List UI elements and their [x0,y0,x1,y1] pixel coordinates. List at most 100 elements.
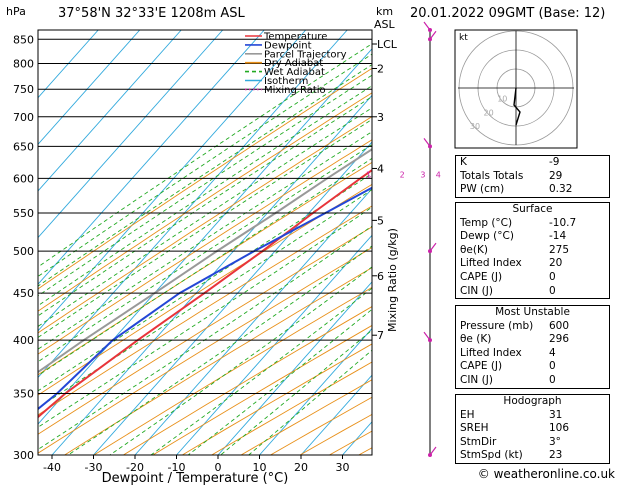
isotherm-line [38,30,182,192]
wind-barb [429,446,437,456]
surface-label: Temp (°C) [460,216,513,229]
wind-barb [429,242,437,252]
wind-barb [423,21,431,31]
hodograph-ring-label: 10 [497,95,507,104]
wet-adiabat-line [38,157,372,377]
index-label: K [460,156,467,168]
surface-label: θe(K) [460,243,488,256]
hodograph-label: SREH [460,422,489,435]
km-tick-label: 4 [377,162,384,175]
km-tick-label: 3 [377,111,384,124]
surface-value: 0 [549,270,556,283]
hodograph-trace [513,87,521,126]
mixing-ratio-tick-label: 1 [366,170,371,179]
surface-value: 275 [549,243,570,256]
wet-adiabat-line [38,43,372,268]
index-value: 0.32 [549,183,573,196]
legend-label: Wet Adiabat [264,67,325,78]
km-tick-label: 6 [377,270,384,283]
pressure-tick-label: 700 [13,111,34,124]
hodograph-label: StmSpd (kt) [460,449,523,462]
legend-label: Dewpoint [264,40,312,51]
dry-adiabat-line [38,139,372,355]
copyright-footer: © weatheronline.co.uk [477,467,615,481]
hodograph-row: StmSpd (kt) 23 [456,449,609,463]
wind-barb [429,30,437,40]
km-tick-label: 7 [377,329,384,342]
dry-adiabat-line [38,183,372,396]
km-tick-label: 2 [377,63,384,76]
legend-label: Parcel Trajectory [264,49,347,60]
x-tick-label: -10 [168,461,186,474]
index-label: PW (cm) [460,183,505,196]
dry-adiabat-line [38,226,372,435]
legend-label: Temperature [263,32,327,43]
isotherm-line [38,30,141,146]
km-axis-label: km [376,5,393,18]
isotherm-line [259,327,372,455]
km-tick-label: 5 [377,214,384,227]
x-tick-label: 20 [294,461,308,474]
surface-label: CAPE (J) [460,270,503,283]
indices-table: K -9 Totals Totals 29 PW (cm) 0.32 [455,155,610,198]
isotherm-line [93,141,372,455]
dry-adiabat-line [38,67,372,290]
wind-barb [423,331,431,341]
most-unstable-label: Lifted Index [460,346,522,359]
isotherm-line [38,30,224,239]
pressure-tick-label: 350 [13,387,34,400]
km-tick-label: LCL [377,38,398,51]
wet-adiabat-line [38,53,372,278]
most-unstable-row: CAPE (J) 0 [456,360,609,374]
x-tick-label: -30 [85,461,103,474]
hodograph-label: StmDir [460,435,497,448]
surface-table: Surface Temp (°C) -10.7 Dewp (°C) -14 θe(K) 2… [455,202,610,300]
most-unstable-row: Lifted Index 4 [456,347,609,361]
dry-adiabat-line [38,92,372,312]
most-unstable-value: 0 [549,360,556,373]
legend-label: Dry Adiabat [264,58,323,69]
wet-adiabat-line [38,118,372,338]
x-tick-label: 30 [336,461,350,474]
dry-adiabat-line [152,324,372,455]
wet-adiabat-line [220,329,372,455]
dry-adiabat-line [123,306,372,455]
isotherm-line [134,188,372,455]
surface-value: 20 [549,257,563,270]
surface-value: -14 [549,230,567,243]
x-tick-label: 0 [215,461,222,474]
most-unstable-label: θe (K) [460,333,492,346]
x-axis-label: Dewpoint / Temperature (°C) [102,471,289,486]
pressure-tick-label: 450 [13,287,34,300]
valid-datetime: 20.01.2022 09GMT (Base: 12) [410,6,606,21]
hodograph-row: StmDir 3° [456,436,609,450]
wet-adiabat-line [38,74,372,297]
pressure-tick-label: 650 [13,140,34,153]
x-tick-label: 10 [253,461,267,474]
dry-adiabat-line [38,116,372,334]
most-unstable-table: Most Unstable Pressure (mb) 600 θe (K) 296 L… [455,305,610,389]
hodograph-ring-label: 30 [470,122,480,131]
pressure-tick-label: 400 [13,334,34,347]
most-unstable-row: θe (K) 296 [456,333,609,347]
pressure-tick-label: 600 [13,172,34,185]
mixing-ratio-tick-label: 3 [420,170,425,179]
km-axis-label: ASL [374,18,396,31]
wet-adiabat-line [38,144,372,363]
isotherm-line [38,30,265,285]
hodograph-value: 31 [549,408,563,421]
isotherm-line [38,48,372,425]
legend-label: Mixing Ratio [264,85,326,96]
hodograph-table: Hodograph EH 31 SREH 106 StmDir 3° StmSpd (kt)… [455,394,610,464]
x-tick-label: -40 [43,461,61,474]
surface-value: -10.7 [549,216,577,229]
isotherm-line [176,234,372,455]
surface-row: CIN (J) 0 [456,285,609,299]
pressure-tick-label: 300 [13,449,34,462]
dry-adiabat-line [38,205,372,416]
surface-row: Temp (°C) -10.7 [456,217,609,231]
most-unstable-label: Pressure (mb) [460,319,534,332]
station-location: 37°58'N 32°33'E 1208m ASL [58,6,245,21]
mixing-ratio-tick-label: 4 [436,170,441,179]
pressure-tick-label: 550 [13,207,34,220]
